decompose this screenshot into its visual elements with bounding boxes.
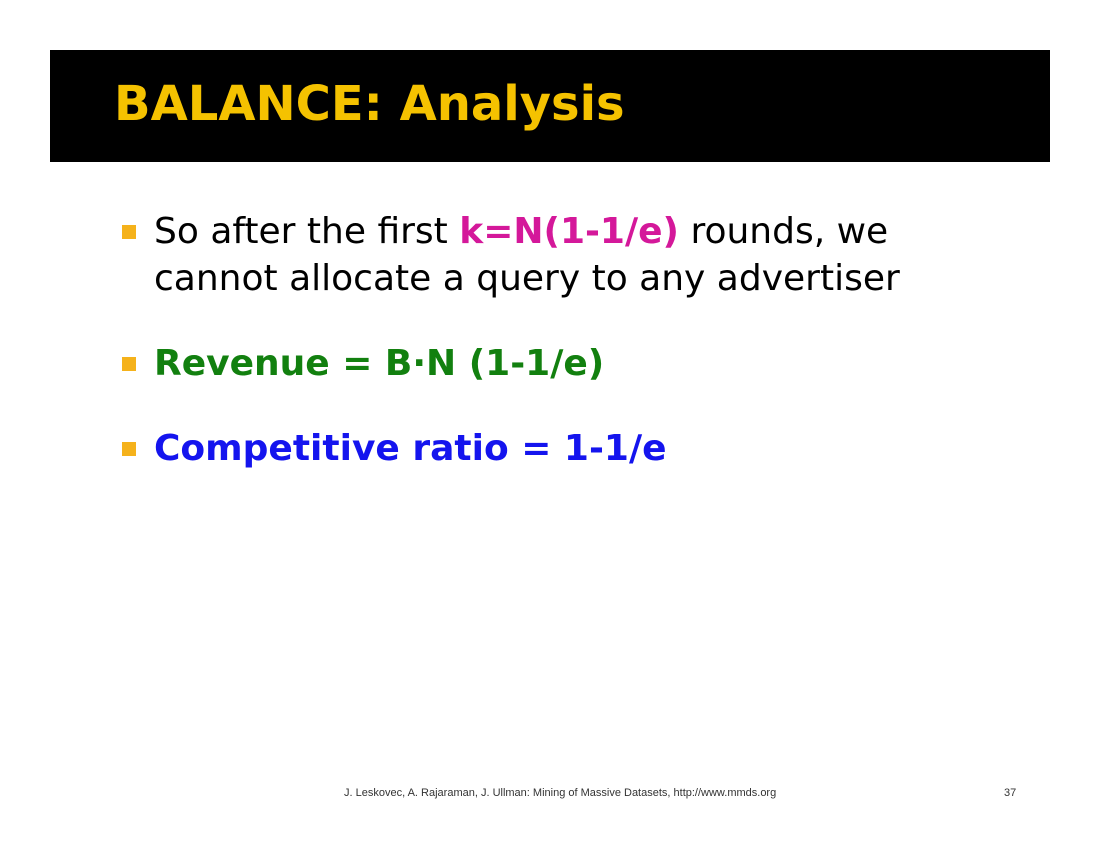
bullet-text-post: rounds, we cannot allocate a query to an…	[154, 211, 900, 299]
footer-citation: J. Leskovec, A. Rajaraman, J. Ullman: Mi…	[344, 787, 777, 799]
bullet-list: So after the first k=N(1-1/e) rounds, we…	[122, 208, 1022, 472]
bullet-item: Competitive ratio = 1-1/e	[122, 425, 1022, 472]
bullet-item: So after the first k=N(1-1/e) rounds, we…	[122, 208, 1022, 302]
bullet-text-pre: So after the first	[154, 211, 460, 252]
square-bullet-icon	[122, 442, 136, 456]
page-number: 37	[1004, 787, 1017, 799]
square-bullet-icon	[122, 225, 136, 239]
revenue-text: Revenue = B·N (1-1/e)	[154, 343, 605, 384]
slide-title: BALANCE: Analysis	[114, 76, 625, 132]
title-bar: BALANCE: Analysis	[50, 50, 1050, 162]
highlight-formula: k=N(1-1/e)	[459, 211, 679, 252]
competitive-ratio-text: Competitive ratio = 1-1/e	[154, 428, 667, 469]
square-bullet-icon	[122, 357, 136, 371]
bullet-item: Revenue = B·N (1-1/e)	[122, 340, 1022, 387]
